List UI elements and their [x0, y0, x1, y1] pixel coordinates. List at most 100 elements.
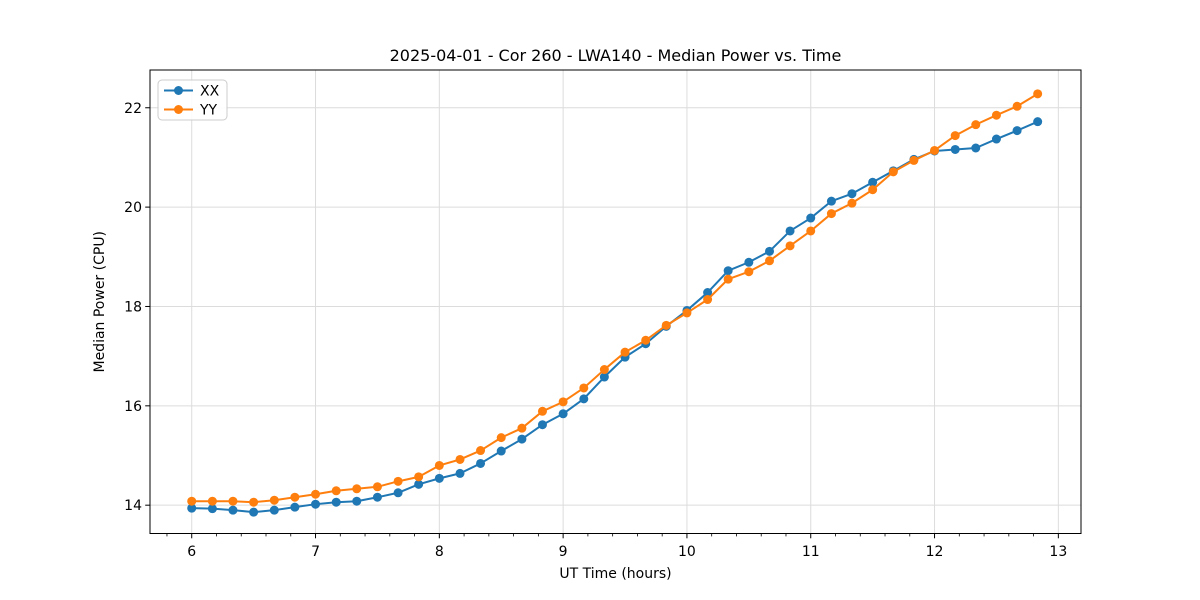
series-xx-marker — [496, 446, 506, 456]
series-yy-marker — [476, 446, 486, 456]
series-xx-marker — [269, 505, 279, 515]
series-xx-marker — [331, 497, 341, 507]
legend-label-xx: XX — [200, 84, 220, 100]
series-xx-marker — [352, 496, 362, 506]
series-xx-marker — [414, 479, 424, 489]
series-xx-marker — [826, 196, 836, 206]
series-yy-marker — [991, 110, 1001, 120]
series-yy-marker — [785, 241, 795, 251]
series-yy-marker — [620, 347, 630, 357]
series-xx-marker — [290, 502, 300, 512]
y-tick-label: 14 — [124, 498, 142, 514]
grid-layer — [150, 70, 1081, 534]
series-yy-marker — [455, 454, 465, 464]
series-yy-marker — [744, 267, 754, 277]
x-tick-label: 13 — [1049, 544, 1067, 560]
series-yy-marker — [682, 308, 692, 318]
series-yy-marker — [930, 145, 940, 155]
series-xx-marker — [599, 372, 609, 382]
series-yy-marker — [434, 460, 444, 470]
series-yy-marker — [888, 167, 898, 177]
series-xx-marker — [847, 189, 857, 199]
legend-entry-xx: XX — [164, 84, 220, 100]
series-xx-marker — [476, 458, 486, 468]
y-tick-label: 22 — [124, 101, 142, 117]
series-yy-marker — [909, 155, 919, 165]
series-xx-marker — [372, 492, 382, 502]
x-tick-label: 11 — [802, 544, 820, 560]
series-yy-marker — [228, 496, 238, 506]
series-yy-marker — [187, 496, 197, 506]
series-yy-marker — [558, 397, 568, 407]
ticks-layer — [145, 107, 1059, 539]
series-xx-marker — [1033, 117, 1043, 127]
series-yy-marker — [249, 497, 259, 507]
series-xx-marker — [1012, 126, 1022, 136]
series-yy-marker — [599, 365, 609, 375]
legend: XX YY — [157, 79, 228, 121]
series-xx-marker — [187, 503, 197, 513]
series-xx-marker — [455, 468, 465, 478]
series-xx-marker — [517, 434, 527, 444]
series-yy-marker — [311, 489, 321, 499]
series-xx-marker — [806, 213, 816, 223]
series-yy-marker — [269, 495, 279, 505]
series-yy-marker — [352, 484, 362, 494]
legend-label-yy: YY — [199, 103, 218, 119]
tick-labels-layer: 6 7 8 9 10 11 12 13 14 16 18 20 22 — [124, 101, 1067, 560]
x-tick-label: 12 — [926, 544, 944, 560]
series-xx-marker — [434, 473, 444, 483]
series-yy-marker — [661, 320, 671, 330]
series-yy-marker — [971, 120, 981, 130]
series-xx-marker — [971, 143, 981, 153]
series-xx-marker — [765, 246, 775, 256]
series-yy-marker — [723, 274, 733, 284]
series-yy-marker — [641, 335, 651, 345]
series-yy-marker — [517, 423, 527, 433]
chart-title: 2025-04-01 - Cor 260 - LWA140 - Median P… — [390, 46, 842, 65]
x-axis-label: UT Time (hours) — [559, 566, 671, 582]
series-xx-marker — [703, 288, 713, 298]
legend-marker-xx — [174, 86, 183, 95]
series-xx-marker — [228, 505, 238, 515]
series-yy-marker — [950, 131, 960, 141]
series-yy-marker — [868, 185, 878, 195]
x-tick-label: 7 — [311, 544, 320, 560]
plot-frame — [149, 69, 1082, 534]
series-xx-marker — [207, 504, 217, 514]
series-xx-marker — [393, 488, 403, 498]
x-tick-label: 6 — [187, 544, 196, 560]
series-yy-marker — [765, 256, 775, 266]
series-xx-marker — [868, 177, 878, 187]
series-yy-marker — [372, 482, 382, 492]
series-yy-marker — [847, 198, 857, 208]
series-xx-marker — [723, 266, 733, 276]
series-xx-marker — [558, 409, 568, 419]
y-axis-label: Median Power (CPU) — [92, 231, 108, 373]
legend-entry-yy: YY — [164, 103, 218, 119]
x-tick-label: 8 — [435, 544, 444, 560]
series-yy-marker — [207, 496, 217, 506]
series-xx-line — [190, 120, 1039, 514]
series-xx-marker — [991, 134, 1001, 144]
series-layer — [187, 89, 1043, 517]
series-yy-marker — [1012, 101, 1022, 111]
series-yy-marker — [579, 383, 589, 393]
series-yy-marker — [1033, 89, 1043, 99]
y-tick-label: 16 — [124, 399, 142, 415]
y-tick-label: 18 — [124, 299, 142, 315]
series-yy-marker — [290, 492, 300, 502]
series-xx-marker — [311, 499, 321, 509]
series-yy-marker — [806, 226, 816, 236]
legend-marker-yy — [174, 105, 183, 114]
series-yy-line — [190, 92, 1039, 504]
x-tick-label: 10 — [678, 544, 696, 560]
series-yy-marker — [703, 295, 713, 305]
series-yy-marker — [331, 486, 341, 496]
series-xx-marker — [785, 226, 795, 236]
series-yy-marker — [496, 433, 506, 443]
series-xx-marker — [950, 144, 960, 154]
series-xx-marker — [537, 420, 547, 430]
